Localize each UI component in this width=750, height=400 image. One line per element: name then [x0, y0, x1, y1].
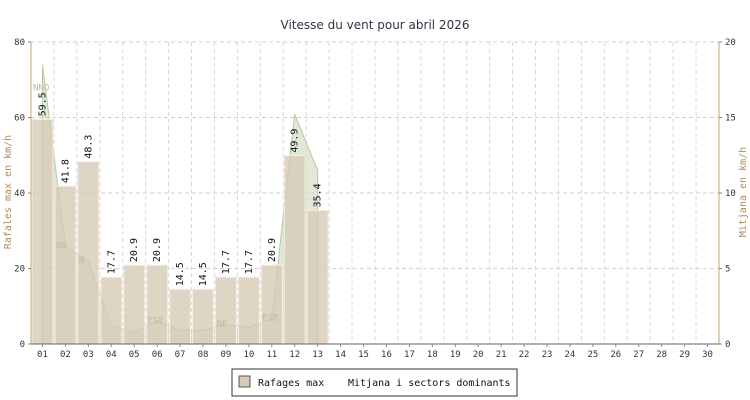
- y-tick-label-right: 0: [725, 340, 730, 350]
- y-tick-label-right: 10: [725, 189, 736, 199]
- data-label-10: 17.7: [244, 250, 255, 274]
- x-tick-label-29: 29: [679, 350, 690, 360]
- bar-12: [283, 155, 306, 345]
- direction-label-09: NE: [216, 319, 227, 329]
- bar-11: [260, 264, 283, 345]
- x-tick-label-28: 28: [656, 350, 667, 360]
- legend-item-gusts: Rafages max: [258, 378, 324, 389]
- x-tick-label-03: 03: [83, 350, 94, 360]
- direction-label-06: ESE: [148, 316, 164, 326]
- data-label-11: 20.9: [267, 238, 278, 262]
- y-tick-label-right: 20: [725, 38, 736, 48]
- data-label-12: 49.9: [290, 129, 301, 153]
- x-tick-label-12: 12: [289, 350, 300, 360]
- bar-06: [146, 264, 169, 345]
- x-tick-label-25: 25: [587, 350, 598, 360]
- grid: [31, 41, 719, 344]
- x-tick-label-02: 02: [60, 350, 71, 360]
- x-tick-label-04: 04: [106, 350, 117, 360]
- direction-labels: NNO NO N ESE NE ESE: [33, 84, 279, 330]
- data-labels: 59.5 41.8 48.3 17.7 20.9 20.9 14.5 14.5 17.7 17.7…: [37, 92, 323, 286]
- y-tick-label-left: 0: [20, 340, 25, 350]
- y-tick-label-left: 20: [14, 265, 25, 275]
- x-tick-label-24: 24: [565, 350, 576, 360]
- data-label-06: 20.9: [152, 238, 163, 262]
- x-tick-label-17: 17: [404, 350, 415, 360]
- bar-01: [31, 118, 54, 345]
- bar-10: [237, 276, 260, 345]
- x-tick-label-13: 13: [312, 350, 323, 360]
- data-label-08: 14.5: [198, 262, 209, 286]
- y-axis-right-label: Mitjana en km/h: [738, 147, 749, 237]
- x-tick-label-21: 21: [496, 350, 507, 360]
- gust-bars: [31, 118, 329, 345]
- data-label-09: 17.7: [221, 250, 232, 274]
- x-tick-label-07: 07: [175, 350, 186, 360]
- x-tick-label-20: 20: [473, 350, 484, 360]
- x-tick-label-18: 18: [427, 350, 438, 360]
- data-label-02: 41.8: [60, 159, 71, 183]
- x-tick-label-27: 27: [633, 350, 644, 360]
- direction-label-02: NO: [56, 241, 67, 251]
- bar-03: [77, 161, 100, 345]
- data-label-04: 17.7: [106, 250, 117, 274]
- y-tick-label-left: 40: [14, 189, 25, 199]
- x-tick-label-06: 06: [152, 350, 163, 360]
- x-tick-label-15: 15: [358, 350, 369, 360]
- x-tick-label-23: 23: [542, 350, 553, 360]
- data-label-01: 59.5: [37, 92, 48, 116]
- data-label-03: 48.3: [83, 135, 94, 159]
- direction-label-11: ESE: [262, 313, 278, 323]
- bar-08: [192, 288, 214, 345]
- x-tick-label-22: 22: [519, 350, 530, 360]
- direction-label-03: N: [79, 256, 84, 266]
- x-tick-label-19: 19: [450, 350, 461, 360]
- legend: Rafages max Mitjana i sectors dominants: [231, 368, 518, 397]
- y-tick-label-left: 80: [14, 38, 25, 48]
- direction-label-01: NNO: [33, 84, 49, 94]
- x-tick-label-14: 14: [335, 350, 346, 360]
- bar-05: [123, 264, 146, 345]
- x-tick-label-16: 16: [381, 350, 392, 360]
- bar-09: [214, 276, 237, 345]
- axes: [28, 41, 722, 347]
- y-axis-left-label: Rafales max en km/h: [3, 135, 14, 249]
- x-tick-label-09: 09: [221, 350, 232, 360]
- legend-item-mean: Mitjana i sectors dominants: [348, 378, 511, 389]
- chart-title: Vitesse du vent pour abril 2026: [281, 18, 470, 32]
- x-tick-label-01: 01: [37, 350, 48, 360]
- x-tick-label-30: 30: [702, 350, 713, 360]
- y-tick-label-left: 60: [14, 114, 25, 124]
- legend-box: [231, 368, 518, 397]
- x-tick-label-08: 08: [198, 350, 209, 360]
- x-tick-label-26: 26: [610, 350, 621, 360]
- x-tick-label-11: 11: [266, 350, 277, 360]
- data-label-13: 35.4: [313, 183, 324, 207]
- bar-02: [54, 185, 77, 345]
- x-tick-label-10: 10: [243, 350, 254, 360]
- data-label-07: 14.5: [175, 262, 186, 286]
- bar-04: [100, 276, 123, 345]
- y-tick-label-right: 15: [725, 114, 736, 124]
- y-tick-label-right: 5: [725, 265, 730, 275]
- x-tick-label-05: 05: [129, 350, 140, 360]
- bar-13: [306, 209, 329, 345]
- data-label-05: 20.9: [129, 238, 140, 262]
- bar-07: [169, 288, 192, 345]
- legend-swatch-gusts: [238, 375, 251, 388]
